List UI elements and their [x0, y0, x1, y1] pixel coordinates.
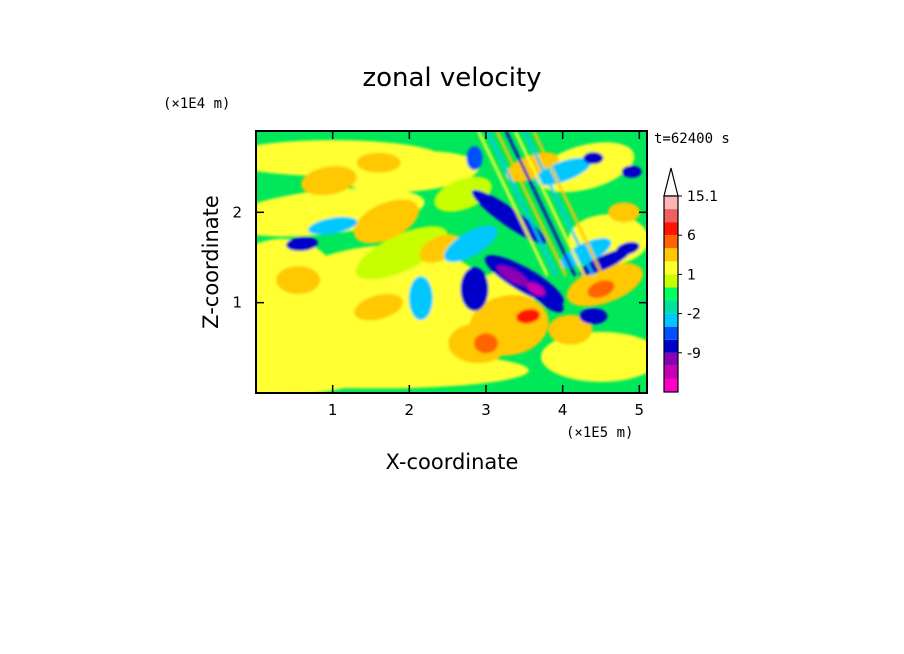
contour-region — [579, 248, 631, 276]
contour-region — [308, 216, 358, 235]
contour-region — [408, 276, 433, 321]
colorbar-frame — [663, 195, 679, 393]
colorbar: 15.1 6 1 -2 -9 — [663, 167, 718, 393]
colorbar-swatch — [664, 339, 678, 353]
wave-streak — [486, 131, 558, 277]
x-tick-label: 3 — [481, 401, 491, 419]
colorbar-extend-arrow — [663, 167, 679, 197]
y-axis-ticks: 12 — [232, 203, 647, 312]
contour-region — [616, 241, 640, 256]
colorbar-swatch — [664, 196, 678, 210]
x-tick-label: 4 — [558, 401, 568, 419]
contour-region — [356, 152, 401, 173]
contour-region — [301, 166, 357, 196]
contour-region — [256, 373, 332, 393]
contour-region — [355, 226, 448, 280]
colorbar-swatch — [664, 352, 678, 366]
colorbar-swatch — [664, 248, 678, 262]
colorbar-label: -9 — [687, 346, 701, 362]
colorbar-swatch — [664, 235, 678, 249]
colorbar-label: 1 — [687, 267, 696, 283]
x-tick-label: 5 — [635, 401, 645, 419]
contour-region — [471, 189, 547, 244]
colorbar-swatch — [664, 378, 678, 392]
colorbar-label: -2 — [687, 307, 701, 323]
y-tick-label: 1 — [232, 294, 242, 312]
x-unit-label: (×1E5 m) — [566, 425, 633, 441]
contour-region — [474, 333, 498, 354]
colorbar-swatch — [664, 365, 678, 379]
contour-region — [354, 293, 404, 321]
chart-title: zonal velocity — [362, 63, 541, 93]
contour-region — [608, 202, 640, 223]
contour-region — [548, 314, 593, 345]
contour-region — [276, 266, 321, 295]
colorbar-swatch — [664, 209, 678, 223]
contour-region — [286, 236, 318, 252]
contour-region — [587, 280, 615, 299]
contour-region — [353, 199, 419, 244]
colorbar-swatch — [664, 274, 678, 288]
time-label: t=62400 s — [654, 131, 730, 147]
x-tick-label: 1 — [328, 401, 338, 419]
contour-region — [460, 267, 489, 312]
wave-streak — [504, 131, 577, 277]
y-axis-title: Z-coordinate — [199, 195, 223, 329]
contour-region — [444, 225, 498, 263]
contour-region — [579, 308, 608, 325]
wave-streak — [495, 131, 568, 277]
plot-frame — [255, 130, 648, 394]
velocity-field — [256, 131, 647, 393]
contour-region — [526, 282, 545, 296]
contour-region — [434, 176, 492, 212]
colorbar-swatch — [664, 313, 678, 327]
colorbar-label: 15.1 — [687, 189, 718, 205]
wave-streak — [513, 131, 586, 277]
wave-streak — [522, 131, 595, 277]
wave-streak — [532, 131, 604, 277]
colorbar-label: 6 — [687, 228, 696, 244]
contour-region — [466, 146, 483, 171]
y-tick-label: 2 — [232, 203, 242, 221]
y-unit-label: (×1E4 m) — [163, 96, 230, 112]
colorbar-swatch — [664, 222, 678, 236]
x-axis-title: X-coordinate — [386, 450, 519, 474]
contour-region — [583, 152, 604, 165]
colorbar-swatch — [664, 261, 678, 275]
contour-region — [516, 309, 541, 324]
colorbar-swatch — [664, 300, 678, 314]
x-axis-ticks: 1 2 3 4 5 — [328, 131, 644, 419]
wave-streak — [476, 131, 549, 277]
contour-region — [621, 165, 642, 178]
x-tick-label: 2 — [405, 401, 415, 419]
contour-region — [496, 265, 529, 286]
colorbar-swatch — [664, 287, 678, 301]
contour-region — [559, 238, 612, 268]
colorbar-swatch — [664, 326, 678, 340]
